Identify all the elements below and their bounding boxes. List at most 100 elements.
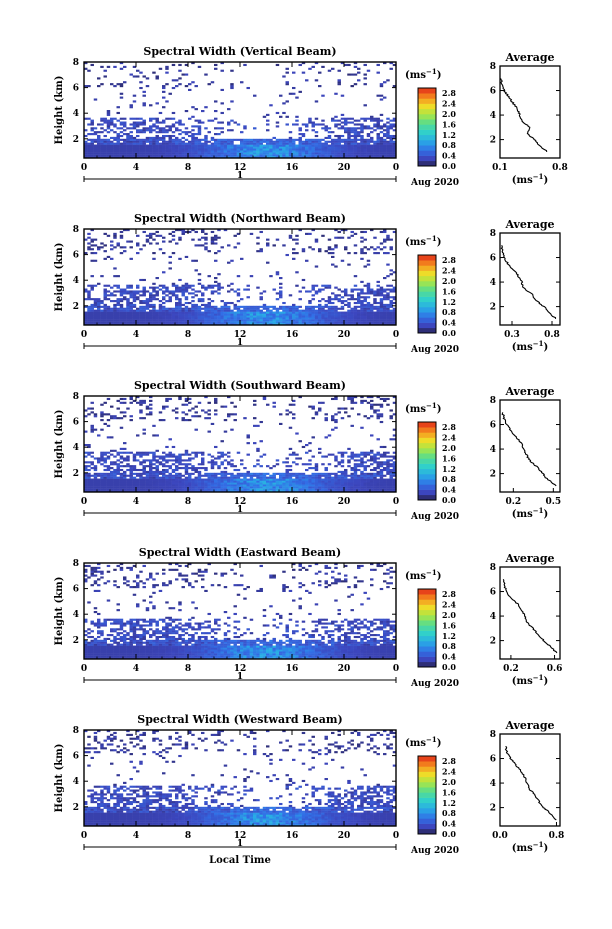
heatmap-cell: [87, 146, 91, 149]
heatmap-cell: [139, 307, 143, 310]
heatmap-cell: [363, 119, 367, 122]
heatmap-cell: [262, 311, 267, 314]
heatmap-cell: [197, 298, 202, 301]
heatmap-cell: [149, 411, 153, 414]
heatmap-cell: [158, 309, 163, 312]
heatmap-cell: [171, 311, 176, 314]
heatmap-cell: [366, 482, 371, 485]
heatmap-cell: [110, 129, 114, 132]
heatmap-cell: [129, 152, 133, 155]
heatmap-cell: [119, 294, 124, 297]
heatmap-cell: [155, 482, 159, 485]
heatmap-cell: [214, 117, 218, 120]
heatmap-cell: [110, 482, 114, 485]
heatmap-cell: [136, 242, 140, 245]
heatmap-cell: [188, 323, 192, 326]
heatmap-cell: [178, 63, 182, 67]
heatmap-cell: [279, 146, 283, 149]
heatmap-cell: [210, 242, 215, 245]
heatmap-cell: [386, 319, 390, 322]
heatmap-cell: [337, 79, 341, 82]
heatmap-cell: [142, 129, 146, 132]
heatmap-cell: [103, 154, 107, 157]
heatmap-cell: [373, 317, 377, 320]
heatmap-cell: [181, 467, 185, 470]
heatmap-cell: [259, 248, 263, 251]
heatmap-cell: [318, 123, 322, 126]
heatmap-cell: [266, 123, 270, 126]
heatmap-cell: [262, 140, 267, 143]
heatmap-cell: [256, 315, 260, 318]
heatmap-cell: [165, 405, 169, 408]
heatmap-cell: [126, 136, 130, 139]
heatmap-cell: [318, 288, 322, 291]
heatmap-cell: [246, 486, 250, 489]
heatmap-cell: [142, 90, 146, 93]
heatmap-cell: [353, 156, 358, 159]
heatmap-cell: [217, 236, 221, 239]
heatmap-cell: [178, 156, 182, 159]
heatmap-cell: [357, 131, 361, 134]
heatmap-cell: [132, 321, 137, 324]
heatmap-cell: [184, 321, 189, 324]
heatmap-cell: [103, 75, 107, 78]
heatmap-cell: [194, 140, 198, 143]
heatmap-cell: [360, 321, 364, 324]
heatmap-cell: [347, 236, 351, 239]
heatmap-cell: [318, 474, 322, 477]
heatmap-cell: [366, 127, 371, 130]
heatmap-cell: [392, 467, 397, 470]
heatmap-cell: [97, 315, 101, 318]
heatmap-cell: [360, 307, 364, 310]
heatmap-cell: [175, 309, 179, 312]
heatmap-cell: [292, 403, 296, 406]
heatmap-cell: [217, 142, 221, 145]
heatmap-cell: [240, 490, 244, 493]
heatmap-cell: [366, 142, 371, 145]
heatmap-cell: [168, 476, 172, 479]
heatmap-cell: [197, 121, 202, 124]
heatmap-cell: [152, 238, 156, 241]
heatmap-cell: [178, 484, 182, 487]
heatmap-cell: [220, 486, 224, 489]
heatmap-cell: [230, 146, 234, 149]
heatmap-cell: [178, 453, 182, 456]
heatmap-cell: [392, 148, 397, 151]
heatmap-cell: [106, 488, 111, 491]
heatmap-cell: [165, 290, 169, 293]
heatmap-cell: [155, 472, 159, 475]
heatmap-cell: [178, 321, 182, 324]
heatmap-cell: [366, 311, 371, 314]
heatmap-cell: [249, 323, 254, 326]
heatmap-cell: [389, 465, 393, 468]
heatmap-cell: [129, 315, 133, 318]
heatmap-cell: [282, 461, 286, 464]
heatmap-cell: [327, 146, 332, 149]
heatmap-cell: [175, 150, 179, 153]
heatmap-cell: [357, 305, 361, 308]
heatmap-cell: [175, 301, 179, 305]
heatmap-cell: [236, 315, 241, 318]
heatmap-cell: [217, 323, 221, 326]
heatmap-cell: [305, 232, 309, 235]
y-tick-label: 8: [73, 58, 79, 68]
heatmap-cell: [214, 472, 218, 475]
heatmap-cell: [298, 305, 302, 308]
heatmap-cell: [168, 319, 172, 322]
heatmap-cell: [119, 246, 124, 249]
heatmap-cell: [379, 290, 384, 293]
heatmap-cell: [162, 319, 166, 322]
heatmap-cell: [145, 305, 150, 308]
heatmap-cell: [230, 144, 234, 147]
heatmap-cell: [282, 148, 286, 151]
heatmap-cell: [321, 119, 325, 122]
heatmap-cell: [129, 131, 133, 134]
heatmap-cell: [194, 467, 198, 470]
heatmap-cell: [350, 397, 354, 401]
heatmap-cell: [379, 292, 384, 295]
heatmap-cell: [100, 428, 104, 431]
heatmap-cell: [227, 156, 231, 159]
heatmap-cell: [100, 246, 104, 249]
heatmap-cell: [327, 286, 332, 289]
heatmap-cell: [136, 486, 140, 489]
